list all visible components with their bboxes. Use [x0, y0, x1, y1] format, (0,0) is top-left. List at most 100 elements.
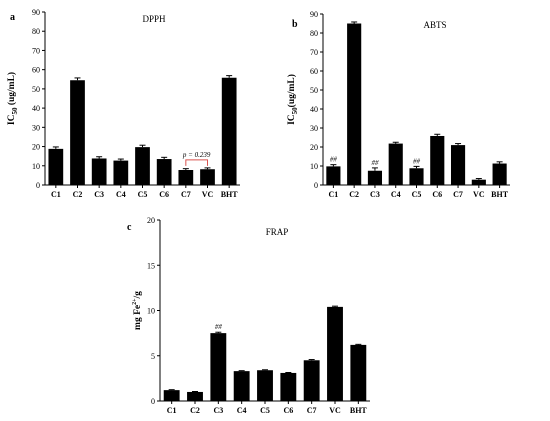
chart-panel-b: 0 10 20 30 40 50 60 70 80 90 C1 ## C2 C3 ## C4 C5 ## C6 C7 V… [286, 10, 510, 199]
bar-c3 [91, 158, 107, 185]
chart-panel-c: 0 5 10 15 20 C1 C2 C3 ## C4 C5 C6 C7 VC BHT FRAP c mg Fe2… [127, 216, 370, 415]
panel-letter: a [10, 12, 15, 23]
bar-c5 [409, 168, 424, 185]
y-axis-label: IC50 (ug/mL) [6, 72, 19, 125]
x-tick-label: C5 [138, 190, 148, 199]
significance-marker: ## [371, 159, 379, 167]
bar-c4 [233, 371, 250, 401]
p-value-bracket [185, 159, 208, 166]
bar-c5 [257, 370, 273, 401]
chart-title: FRAP [266, 227, 289, 237]
x-tick-label: C6 [159, 190, 169, 199]
y-tick-label: 70 [310, 48, 318, 57]
bar-c6 [156, 159, 172, 185]
bar-vc [200, 169, 215, 185]
x-tick-label: BHT [221, 190, 239, 199]
x-tick-label: C6 [283, 406, 293, 415]
y-tick-label: 20 [32, 143, 40, 152]
significance-marker: ## [330, 156, 338, 164]
y-tick-label: 20 [147, 216, 155, 225]
bar-c2 [70, 80, 85, 185]
bar-bht [221, 77, 237, 185]
x-tick-label: C3 [370, 190, 380, 199]
x-tick-label: C2 [349, 190, 359, 199]
y-tick-label: 40 [32, 104, 40, 113]
p-value-label: p = 0.239 [182, 151, 211, 159]
bar-c7 [450, 145, 466, 185]
bar-c3 [210, 333, 227, 401]
y-axis-label-subscript: 50 [291, 107, 299, 115]
y-axis-label-superscript: 2+ [132, 298, 138, 305]
x-tick-label: C1 [51, 190, 61, 199]
bar-c5 [135, 147, 150, 185]
bar-c2 [187, 391, 203, 401]
bar-c1 [163, 390, 180, 401]
y-tick-label: 0 [151, 397, 155, 406]
x-tick-label: C7 [307, 406, 317, 415]
y-axis-label-unit: (ug/mL) [286, 74, 297, 107]
bar-c7 [303, 360, 320, 401]
y-tick-label: 90 [32, 8, 40, 17]
chart-panel-a: 0 10 20 30 40 50 60 70 80 90 C1 C2 C3 C4 C5 C6 C7 VC BHT DP… [6, 8, 240, 199]
y-axis-label-main: IC [7, 114, 17, 125]
bar-c7 [178, 170, 194, 185]
y-axis-label: mg Fe2+/g [132, 291, 143, 330]
y-tick-label: 30 [32, 123, 40, 132]
x-tick-label: C2 [190, 406, 200, 415]
bar-c2 [347, 23, 362, 185]
y-tick-label: 40 [310, 105, 318, 114]
y-tick-label: 15 [147, 261, 155, 270]
panel-letter: c [127, 222, 132, 233]
x-tick-label: BHT [491, 190, 509, 199]
y-tick-label: 80 [32, 27, 40, 36]
x-tick-label: C2 [73, 190, 83, 199]
y-tick-label: 50 [32, 85, 40, 94]
bar-c1 [326, 166, 341, 185]
x-tick-label: C4 [116, 190, 126, 199]
chart-title: DPPH [142, 14, 166, 24]
y-tick-label: 50 [310, 86, 318, 95]
x-tick-label: C3 [213, 406, 223, 415]
panel-letter: b [292, 19, 298, 30]
y-tick-label: 10 [147, 307, 155, 316]
y-tick-label: 0 [36, 181, 40, 190]
bar-c1 [48, 148, 64, 185]
x-tick-label: C7 [181, 190, 191, 199]
x-tick-label: VC [202, 190, 214, 199]
x-tick-label: C4 [391, 190, 401, 199]
y-axis-label-main: mg Fe [133, 305, 143, 330]
bar-c6 [430, 135, 445, 185]
y-tick-label: 70 [32, 46, 40, 55]
y-tick-label: 5 [151, 352, 155, 361]
significance-marker: ## [215, 323, 223, 331]
bar-c4 [113, 160, 129, 185]
x-tick-label: BHT [350, 406, 368, 415]
x-tick-label: C6 [432, 190, 442, 199]
y-axis-label-main: IC [287, 114, 297, 125]
bar-c4 [388, 143, 403, 185]
bar-c6 [280, 372, 297, 401]
y-axis-label: IC50(ug/mL) [286, 74, 299, 125]
x-tick-label: C1 [167, 406, 177, 415]
x-tick-label: VC [473, 190, 485, 199]
y-axis-label-unit: /g [133, 291, 143, 300]
y-tick-label: 60 [310, 67, 318, 76]
significance-marker: ## [413, 157, 421, 165]
y-tick-label: 10 [310, 162, 318, 171]
y-tick-label: 80 [310, 29, 318, 38]
y-tick-label: 30 [310, 124, 318, 133]
x-tick-label: C3 [94, 190, 104, 199]
bar-bht [350, 344, 367, 401]
bar-c3 [367, 170, 383, 185]
y-tick-label: 0 [314, 181, 318, 190]
x-tick-label: C4 [237, 406, 247, 415]
y-tick-label: 10 [32, 162, 40, 171]
x-tick-label: C7 [453, 190, 463, 199]
x-tick-label: C1 [328, 190, 338, 199]
x-tick-label: VC [329, 406, 341, 415]
x-tick-label: C5 [260, 406, 270, 415]
x-tick-label: C5 [412, 190, 422, 199]
bar-vc [471, 179, 486, 185]
y-tick-label: 60 [32, 66, 40, 75]
